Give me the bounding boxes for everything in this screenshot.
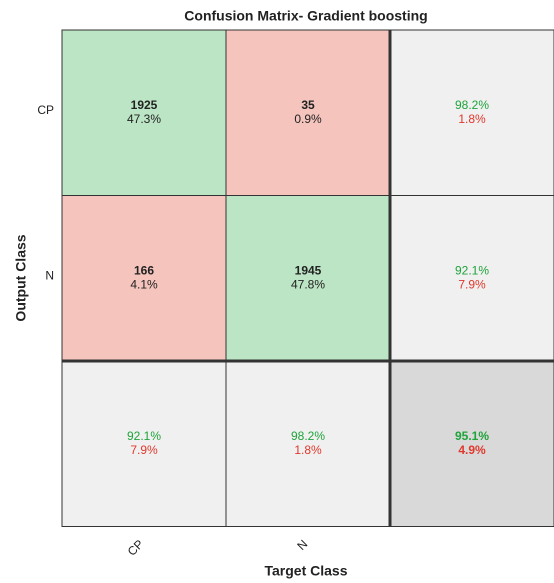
summary-good: 92.1% [127, 429, 161, 443]
cell-count: 166 [134, 263, 154, 277]
summary-good: 98.2% [291, 429, 325, 443]
cell-count: 35 [301, 98, 315, 112]
cell-count: 1925 [131, 98, 158, 112]
cell [225, 195, 391, 362]
cell [61, 195, 227, 362]
summary-bad: 7.9% [458, 277, 486, 291]
y-tick-label: CP [37, 103, 54, 117]
cell-percent: 4.1% [130, 277, 158, 291]
summary-bad: 1.8% [294, 443, 322, 457]
cell-percent: 47.8% [291, 277, 325, 291]
summary-bad: 1.8% [458, 112, 486, 126]
x-tick-label: CP [125, 537, 147, 559]
summary-good: 98.2% [455, 98, 489, 112]
cell [225, 29, 391, 196]
summary-cell [225, 360, 391, 527]
summary-cell [389, 29, 554, 196]
x-axis-label: Target Class [265, 563, 348, 579]
summary-good: 95.1% [455, 429, 489, 443]
cell-percent: 47.3% [127, 112, 161, 126]
cell-percent: 0.9% [294, 112, 322, 126]
summary-bad: 4.9% [458, 443, 486, 457]
cell-count: 1945 [295, 263, 322, 277]
summary-bad: 7.9% [130, 443, 158, 457]
overall-cell [389, 360, 554, 527]
x-tick-label: N [294, 537, 310, 553]
y-axis-label: Output Class [13, 234, 29, 321]
y-tick-label: N [45, 268, 54, 282]
chart-title: Confusion Matrix- Gradient boosting [184, 8, 427, 24]
cell [61, 29, 227, 196]
summary-good: 92.1% [455, 263, 489, 277]
